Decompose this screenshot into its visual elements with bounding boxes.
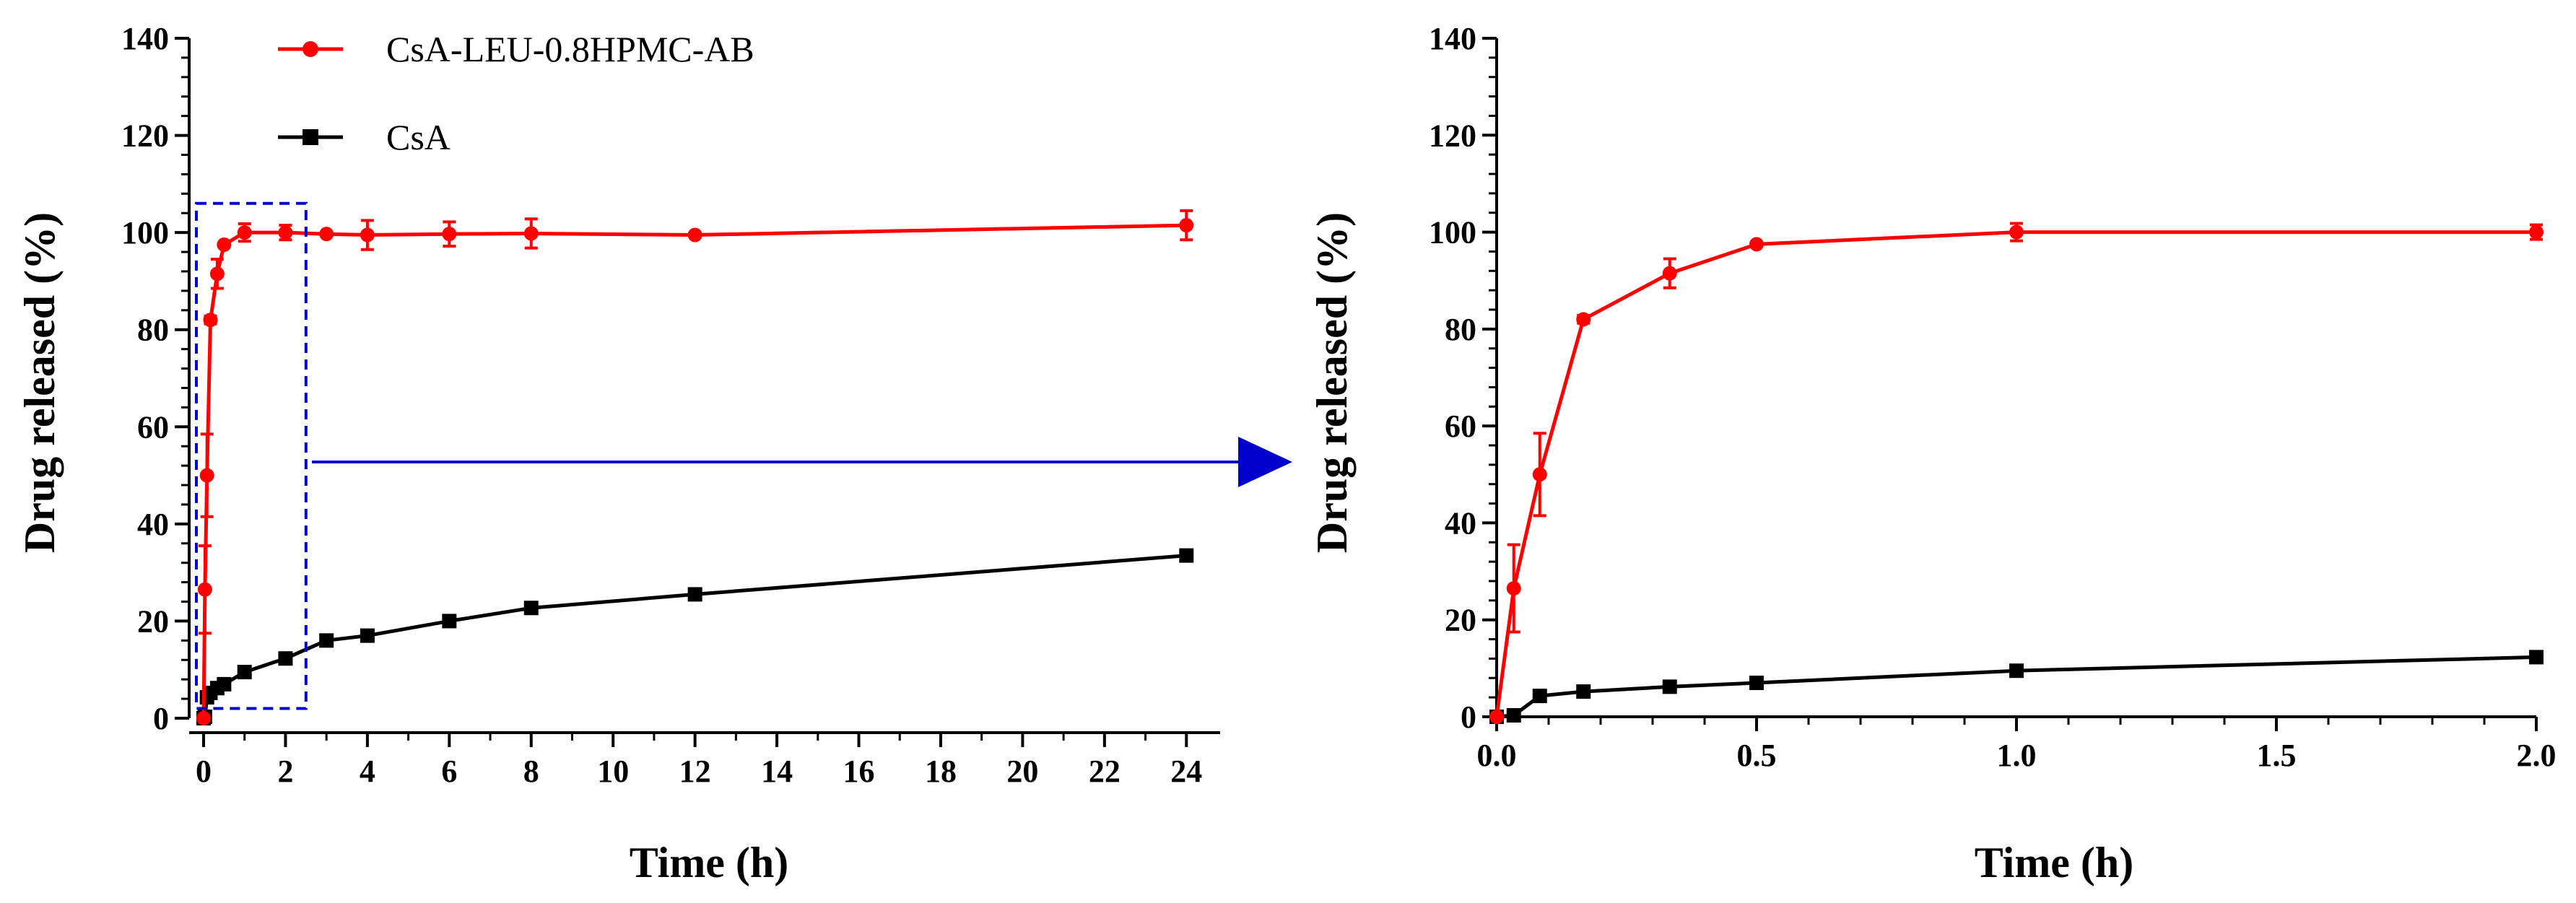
chart-left-point-black	[442, 614, 457, 629]
chart-left-xtick-label: 24	[1170, 754, 1202, 789]
legend-label-black: CsA	[386, 117, 451, 157]
chart-right-ytick-label: 100	[1429, 215, 1476, 250]
chart-left-point-red	[319, 227, 334, 242]
chart-left-xtick-label: 8	[523, 754, 539, 789]
chart-left-xtick-label: 12	[679, 754, 711, 789]
legend-marker-circle	[303, 41, 318, 57]
chart-left-ytick-label: 20	[137, 603, 169, 639]
chart-right-xtick-label: 2.0	[2517, 738, 2557, 773]
chart-left-xtick-label: 22	[1089, 754, 1121, 789]
zoom-box	[195, 201, 308, 710]
chart-right-point-black	[2009, 663, 2024, 679]
chart-left-ytick-label: 40	[137, 507, 169, 542]
chart-right-point-red	[2009, 224, 2024, 240]
chart-left-xtick-label: 16	[843, 754, 875, 789]
chart-left-point-black	[523, 601, 539, 616]
chart-left: Time (h) Drug released (%) CsA-LEU-0.8HP…	[16, 21, 1220, 886]
chart-left-xtick-label: 10	[597, 754, 629, 789]
chart-right-point-red	[2529, 224, 2544, 240]
chart-left-point-black	[278, 651, 293, 666]
chart-right-point-red	[1749, 237, 1764, 252]
chart-left-point-red	[199, 468, 214, 483]
legend-marker-square	[303, 129, 318, 145]
legend-item-red: CsA-LEU-0.8HPMC-AB	[278, 29, 754, 69]
chart-left-point-red	[209, 266, 225, 282]
chart-right-point-black	[1662, 679, 1677, 694]
chart-right: Time (h) Drug released (%) 0 20 40 60 80 100 1…	[1308, 21, 2557, 886]
chart-left-ytick-label: 60	[137, 409, 169, 445]
chart-right-ytick-label: 140	[1429, 21, 1476, 56]
chart-left-point-red	[217, 237, 232, 252]
chart-left-point-red	[196, 711, 211, 725]
chart-right-xtick-label: 0.5	[1737, 738, 1777, 773]
chart-right-xtick-label: 1.0	[1997, 738, 2037, 773]
chart-right-point-red	[1576, 312, 1591, 327]
chart-left-point-red	[360, 227, 375, 243]
chart-left-ytick-label: 80	[137, 313, 169, 348]
chart-right-point-black	[1576, 684, 1591, 699]
chart-left-xtick-label: 2	[277, 754, 293, 789]
chart-right-ytick-label: 80	[1445, 312, 1476, 347]
chart-right-ytick-label: 40	[1445, 505, 1476, 541]
chart-left-xtick-label: 4	[360, 754, 375, 789]
legend-label-red: CsA-LEU-0.8HPMC-AB	[386, 29, 754, 69]
chart-right-point-red	[1489, 710, 1504, 724]
chart-right-ytick-label: 0	[1461, 699, 1476, 735]
chart-left-ytick-label: 0	[153, 701, 169, 736]
chart-left-ylabel: Drug released (%)	[16, 212, 64, 553]
chart-right-point-red	[1532, 467, 1547, 482]
chart-right-ytick-label: 20	[1445, 603, 1476, 638]
chart-left-point-black	[1179, 548, 1194, 563]
chart-left-point-red	[442, 227, 457, 242]
chart-left-xtick-label: 0	[196, 754, 212, 789]
legend: CsA-LEU-0.8HPMC-AB CsA	[278, 29, 754, 157]
chart-left-point-black	[687, 587, 702, 602]
chart-left-point-red	[203, 313, 218, 328]
chart-right-point-red	[1662, 266, 1677, 281]
chart-left-point-red	[237, 225, 252, 240]
chart-right-ytick-label: 120	[1429, 118, 1476, 153]
chart-left-xtick-label: 6	[441, 754, 457, 789]
chart-left-point-black	[360, 628, 375, 643]
chart-left-point-red	[523, 226, 539, 241]
chart-right-xtick-label: 1.5	[2257, 738, 2297, 773]
legend-item-black: CsA	[278, 117, 451, 157]
zoom-arrow-head	[1238, 437, 1292, 487]
chart-right-xtick-label: 0.0	[1477, 738, 1517, 773]
chart-left-point-red	[1179, 218, 1194, 233]
chart-left-point-red	[278, 225, 293, 240]
chart-left-xlabel: Time (h)	[630, 839, 789, 886]
chart-left-point-black	[237, 665, 252, 680]
chart-left-point-red	[197, 582, 212, 597]
chart-left-point-red	[687, 227, 702, 243]
chart-right-series-line-red	[1494, 230, 2536, 717]
chart-right-point-black	[1506, 707, 1521, 723]
chart-right-ytick-label: 60	[1445, 409, 1476, 444]
chart-left-series-line-red	[201, 223, 1187, 719]
chart-right-xlabel: Time (h)	[1975, 839, 2134, 886]
chart-right-point-black	[1532, 689, 1547, 704]
chart-right-point-red	[1506, 581, 1521, 596]
chart-left-point-black	[319, 633, 334, 648]
chart-left-ytick-label: 120	[121, 118, 169, 154]
chart-left-xtick-label: 14	[761, 754, 793, 789]
chart-left-xtick-label: 18	[925, 754, 957, 789]
zoom-arrow	[312, 437, 1292, 487]
chart-left-point-black	[217, 676, 232, 692]
chart-right-ylabel: Drug released (%)	[1308, 212, 1356, 553]
chart-left-ytick-label: 100	[121, 215, 169, 250]
chart-left-xtick-label: 20	[1006, 754, 1038, 789]
chart-right-point-black	[2529, 650, 2544, 665]
chart-left-ytick-label: 140	[121, 21, 169, 56]
chart-right-point-black	[1749, 676, 1764, 690]
chart-left-series-line-black	[202, 554, 1187, 720]
